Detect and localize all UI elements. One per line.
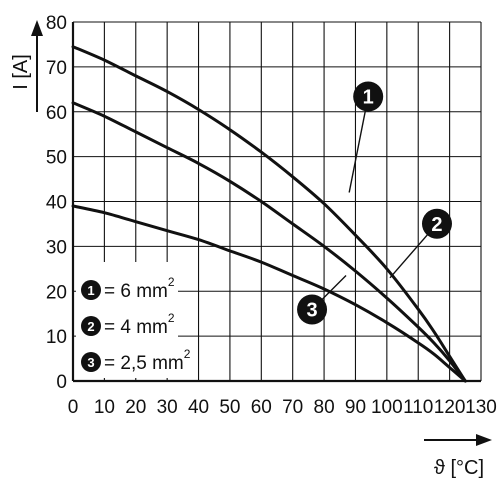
legend-marker-1 bbox=[81, 280, 101, 300]
callout-number: 2 bbox=[431, 214, 442, 236]
y-tick-label: 20 bbox=[46, 282, 67, 303]
y-axis-label: I [A] bbox=[10, 54, 32, 90]
curves bbox=[71, 45, 467, 383]
callout-2: 2 bbox=[389, 208, 452, 279]
callout-number: 3 bbox=[306, 300, 317, 322]
x-tick-label: 120 bbox=[434, 397, 466, 418]
y-tick-label: 10 bbox=[46, 327, 67, 348]
x-tick-label: 0 bbox=[68, 397, 79, 418]
y-tick-label: 30 bbox=[46, 237, 67, 258]
legend-marker-3 bbox=[81, 352, 101, 372]
y-tick-label: 60 bbox=[46, 103, 67, 124]
legend-item-2: 2 = 4 mm2 bbox=[81, 311, 175, 338]
y-tick-label: 50 bbox=[46, 148, 67, 169]
legend-marker-2 bbox=[81, 316, 101, 336]
x-tick-label: 40 bbox=[188, 397, 209, 418]
series-2-line bbox=[71, 101, 467, 383]
x-axis-label: ϑ [°C] bbox=[434, 457, 484, 479]
callout-number: 1 bbox=[363, 87, 374, 109]
callout-3: 3 bbox=[297, 275, 347, 325]
callout-marker-1 bbox=[353, 81, 384, 112]
series-1-line bbox=[71, 45, 467, 383]
x-tick-label: 60 bbox=[251, 397, 272, 418]
legend-marker-number: 2 bbox=[87, 319, 94, 334]
callout-leader-line bbox=[348, 96, 369, 193]
x-axis-arrowhead bbox=[476, 434, 492, 446]
x-tick-label: 30 bbox=[157, 397, 178, 418]
x-tick-label: 50 bbox=[219, 397, 240, 418]
y-tick-label: 80 bbox=[46, 13, 67, 34]
callout-marker-3 bbox=[297, 294, 328, 325]
x-tick-label: 20 bbox=[125, 397, 146, 418]
x-tick-label: 130 bbox=[465, 397, 497, 418]
x-tick-label: 10 bbox=[94, 397, 115, 418]
legend-marker-number: 3 bbox=[87, 355, 94, 370]
x-tick-label: 90 bbox=[345, 397, 366, 418]
y-axis-title-group: I [A] bbox=[10, 20, 43, 112]
legend-marker-number: 1 bbox=[87, 283, 94, 298]
y-tick-label: 0 bbox=[56, 372, 67, 393]
x-tick-label: 100 bbox=[371, 397, 403, 418]
grid bbox=[71, 21, 482, 383]
tick-labels: 0 10 20 30 40 50 60 70 80 90 100 110 120 130 0 10 20 30 40… bbox=[46, 13, 497, 418]
y-axis-arrowhead bbox=[31, 20, 43, 36]
callout-1: 1 bbox=[348, 81, 384, 193]
x-axis-title-group: ϑ [°C] bbox=[424, 434, 492, 479]
series-3-line bbox=[71, 204, 467, 383]
callout-marker-2 bbox=[421, 208, 452, 239]
y-tick-label: 40 bbox=[46, 193, 67, 214]
x-tick-label: 70 bbox=[282, 397, 303, 418]
y-tick-label: 70 bbox=[46, 58, 67, 79]
x-tick-label: 80 bbox=[314, 397, 335, 418]
curve-callouts: 1 2 3 bbox=[297, 81, 452, 325]
x-tick-label: 110 bbox=[403, 397, 433, 418]
